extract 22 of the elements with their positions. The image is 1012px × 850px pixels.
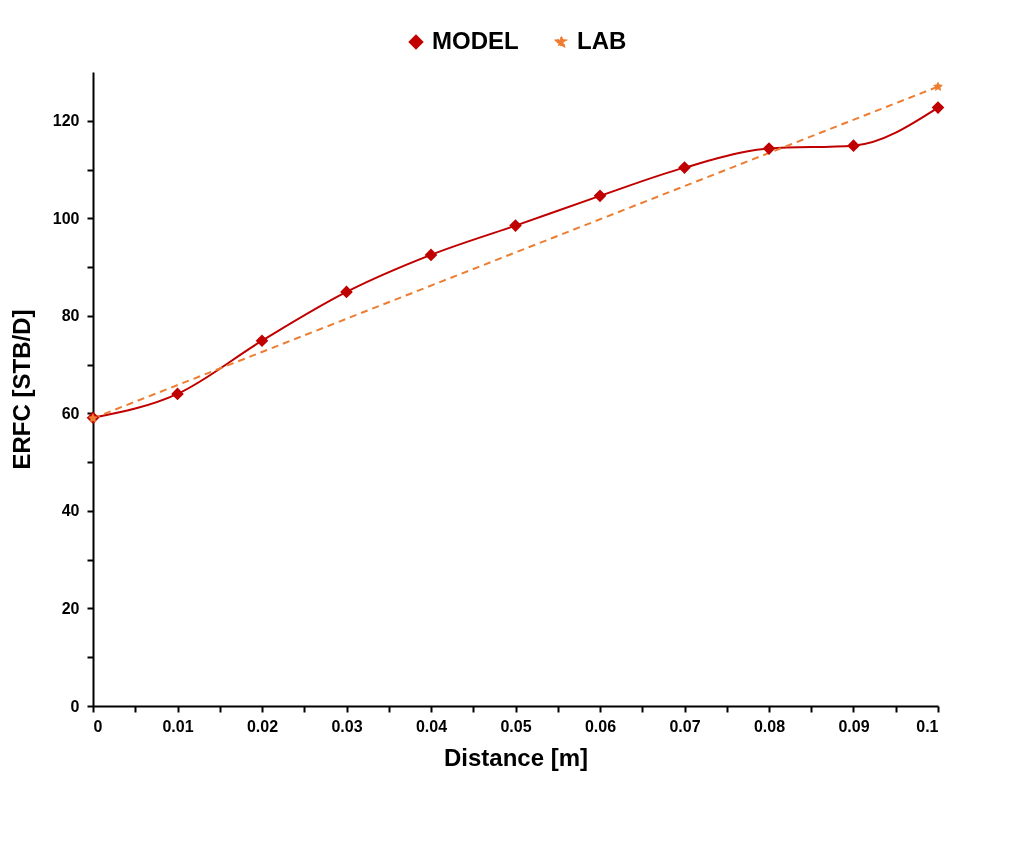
- x-axis-title: Distance [m]: [443, 743, 589, 771]
- x-tick-label: 0.01: [162, 717, 194, 735]
- y-tick-label: 20: [61, 599, 80, 617]
- x-tick-label: 0.09: [838, 717, 870, 735]
- x-tick-label: 0.03: [331, 717, 363, 735]
- legend-label: LAB: [577, 27, 627, 54]
- x-tick-label: 0.05: [500, 717, 532, 735]
- legend-label: MODEL: [432, 27, 519, 54]
- y-tick-label: 60: [61, 404, 80, 422]
- x-tick-label: 0.02: [246, 717, 279, 735]
- y-tick-label: 80: [61, 307, 80, 325]
- x-tick-label: 0.06: [584, 717, 617, 735]
- y-tick-label: 120: [52, 112, 80, 130]
- y-tick-label: 40: [61, 502, 80, 520]
- x-tick-label: 0.08: [753, 717, 786, 735]
- x-tick-label: 0.04: [415, 717, 448, 735]
- x-tick-label: 0: [93, 717, 103, 735]
- x-tick-label: 0.1: [916, 717, 939, 735]
- y-tick-label: 0: [70, 697, 80, 715]
- y-tick-label: 100: [52, 209, 80, 227]
- y-axis-title: ERFC [STB/D]: [7, 309, 35, 470]
- x-tick-label: 0.07: [669, 717, 701, 735]
